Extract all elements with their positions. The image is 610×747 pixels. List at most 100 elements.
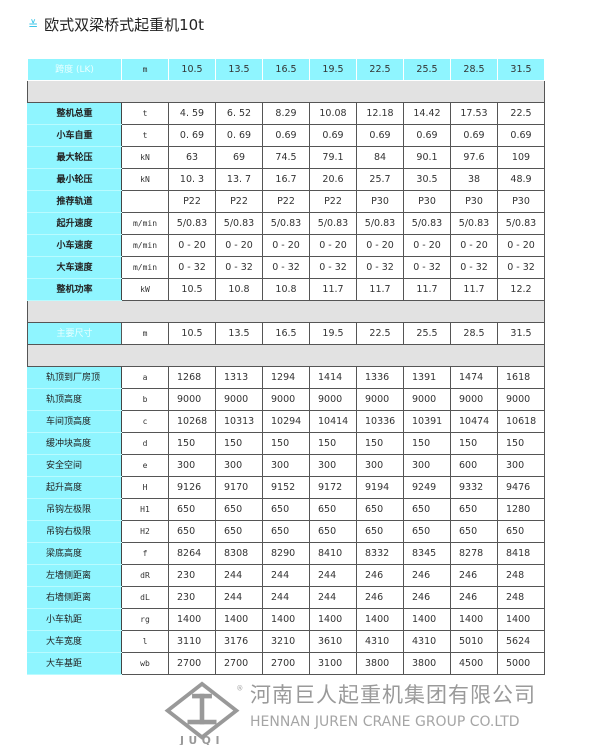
value-cell: 5624: [497, 630, 545, 653]
table-row: 左墙侧距离 dR 230 244 244 244 246 246 246 248: [27, 564, 545, 587]
table-row: 最大轮压 kN 63 69 74.5 79.1 84 90.1 97.6 109: [27, 146, 545, 169]
unit-cell: rg: [121, 608, 169, 631]
row-label: 整机功率: [27, 278, 122, 301]
value-cell: 20.6: [309, 168, 357, 191]
value-cell: 63: [168, 146, 216, 169]
row-label: 安全空间: [27, 454, 122, 477]
span-value-cell: 10.5: [168, 58, 216, 81]
table-row: 大车宽度 l 3110 3176 3210 3610 4310 4310 5010 5624: [27, 630, 545, 653]
value-cell: 9126: [168, 476, 216, 499]
span-value-cell: 28.5: [450, 322, 498, 345]
separator-cell: [27, 344, 545, 367]
value-cell: 3610: [309, 630, 357, 653]
value-cell: 244: [262, 586, 310, 609]
span-value-cell: 25.5: [403, 322, 451, 345]
value-cell: 244: [309, 564, 357, 587]
value-cell: 90.1: [403, 146, 451, 169]
value-cell: 9476: [497, 476, 545, 499]
value-cell: 0 - 32: [497, 256, 545, 279]
span-value-cell: 28.5: [450, 58, 498, 81]
value-cell: 9000: [309, 388, 357, 411]
span-value-cell: 25.5: [403, 58, 451, 81]
row-label: 小车自重: [27, 124, 122, 147]
header-label: 跨度 (LK): [27, 58, 122, 81]
value-cell: 0.69: [450, 124, 498, 147]
value-cell: 8278: [450, 542, 498, 565]
table-row: 轨顶到厂房顶 a 1268 1313 1294 1414 1336 1391 1474 1618: [27, 366, 545, 389]
value-cell: 9332: [450, 476, 498, 499]
value-cell: 0 - 20: [215, 234, 263, 257]
value-cell: 1400: [309, 608, 357, 631]
juqi-logo-watermark: JUQI ®: [164, 681, 243, 745]
value-cell: 5/0.83: [497, 212, 545, 235]
table-row: 整机功率 kW 10.5 10.8 10.8 11.7 11.7 11.7 11.7 12.2: [27, 278, 545, 301]
separator-row: [27, 300, 545, 323]
value-cell: P22: [309, 190, 357, 213]
value-cell: 97.6: [450, 146, 498, 169]
value-cell: 1268: [168, 366, 216, 389]
table-row: 安全空间 e 300 300 300 300 300 300 600 300: [27, 454, 545, 477]
value-cell: 300: [403, 454, 451, 477]
value-cell: 10391: [403, 410, 451, 433]
value-cell: 246: [403, 564, 451, 587]
value-cell: 3800: [403, 652, 451, 675]
row-label: 小车速度: [27, 234, 122, 257]
value-cell: 9152: [262, 476, 310, 499]
table-row: 梁底高度 f 8264 8308 8290 8410 8332 8345 8278 8418: [27, 542, 545, 565]
unit-cell: [121, 190, 169, 213]
value-cell: 5/0.83: [450, 212, 498, 235]
row-label: 整机总重: [27, 102, 122, 125]
svg-text:®: ®: [236, 685, 243, 693]
value-cell: 246: [356, 586, 404, 609]
company-name-en: HENNAN JUREN CRANE GROUP CO.LTD: [250, 714, 520, 730]
table-row: 小车速度 m/min 0 - 20 0 - 20 0 - 20 0 - 20 0 - 20 0…: [27, 234, 545, 257]
value-cell: 4. 59: [168, 102, 216, 125]
value-cell: 1336: [356, 366, 404, 389]
span-value-cell: 19.5: [309, 58, 357, 81]
value-cell: 1313: [215, 366, 263, 389]
unit-cell: wb: [121, 652, 169, 675]
unit-cell: m/min: [121, 234, 169, 257]
row-label: 起升速度: [27, 212, 122, 235]
value-cell: 230: [168, 586, 216, 609]
value-cell: 650: [215, 520, 263, 543]
value-cell: 0. 69: [168, 124, 216, 147]
value-cell: 650: [356, 498, 404, 521]
value-cell: 0.69: [356, 124, 404, 147]
value-cell: 1414: [309, 366, 357, 389]
value-cell: 0 - 20: [497, 234, 545, 257]
table-row: 起升速度 m/min 5/0.83 5/0.83 5/0.83 5/0.83 5/0.83 5…: [27, 212, 545, 235]
value-cell: 16.7: [262, 168, 310, 191]
double-chevron-down-icon: ≚: [28, 17, 39, 32]
value-cell: 84: [356, 146, 404, 169]
value-cell: 300: [356, 454, 404, 477]
value-cell: 244: [309, 586, 357, 609]
value-cell: 650: [262, 498, 310, 521]
svg-text:JUQI: JUQI: [179, 734, 224, 745]
table-row: 起升高度 H 9126 9170 9152 9172 9194 9249 9332 9476: [27, 476, 545, 499]
value-cell: 0.69: [403, 124, 451, 147]
unit-cell: dR: [121, 564, 169, 587]
span-value-cell: 31.5: [497, 322, 545, 345]
table-row: 推荐轨道 P22 P22 P22 P22 P30 P30 P30 P30: [27, 190, 545, 213]
value-cell: 9000: [497, 388, 545, 411]
value-cell: 244: [215, 564, 263, 587]
unit-cell: a: [121, 366, 169, 389]
value-cell: 3100: [309, 652, 357, 675]
unit-cell: H1: [121, 498, 169, 521]
row-label: 车间顶高度: [27, 410, 122, 433]
value-cell: 38: [450, 168, 498, 191]
table-row: 最小轮压 kN 10. 3 13. 7 16.7 20.6 25.7 30.5 38 48.9: [27, 168, 545, 191]
value-cell: 1400: [262, 608, 310, 631]
value-cell: 246: [450, 586, 498, 609]
value-cell: 2700: [168, 652, 216, 675]
table-row: 右墙侧距离 dL 230 244 244 244 246 246 246 248: [27, 586, 545, 609]
value-cell: 248: [497, 564, 545, 587]
value-cell: 650: [168, 520, 216, 543]
value-cell: 5000: [497, 652, 545, 675]
unit-cell: H: [121, 476, 169, 499]
value-cell: 3800: [356, 652, 404, 675]
title-text: 欧式双梁桥式起重机10t: [44, 16, 205, 34]
value-cell: 0 - 32: [168, 256, 216, 279]
value-cell: 1474: [450, 366, 498, 389]
